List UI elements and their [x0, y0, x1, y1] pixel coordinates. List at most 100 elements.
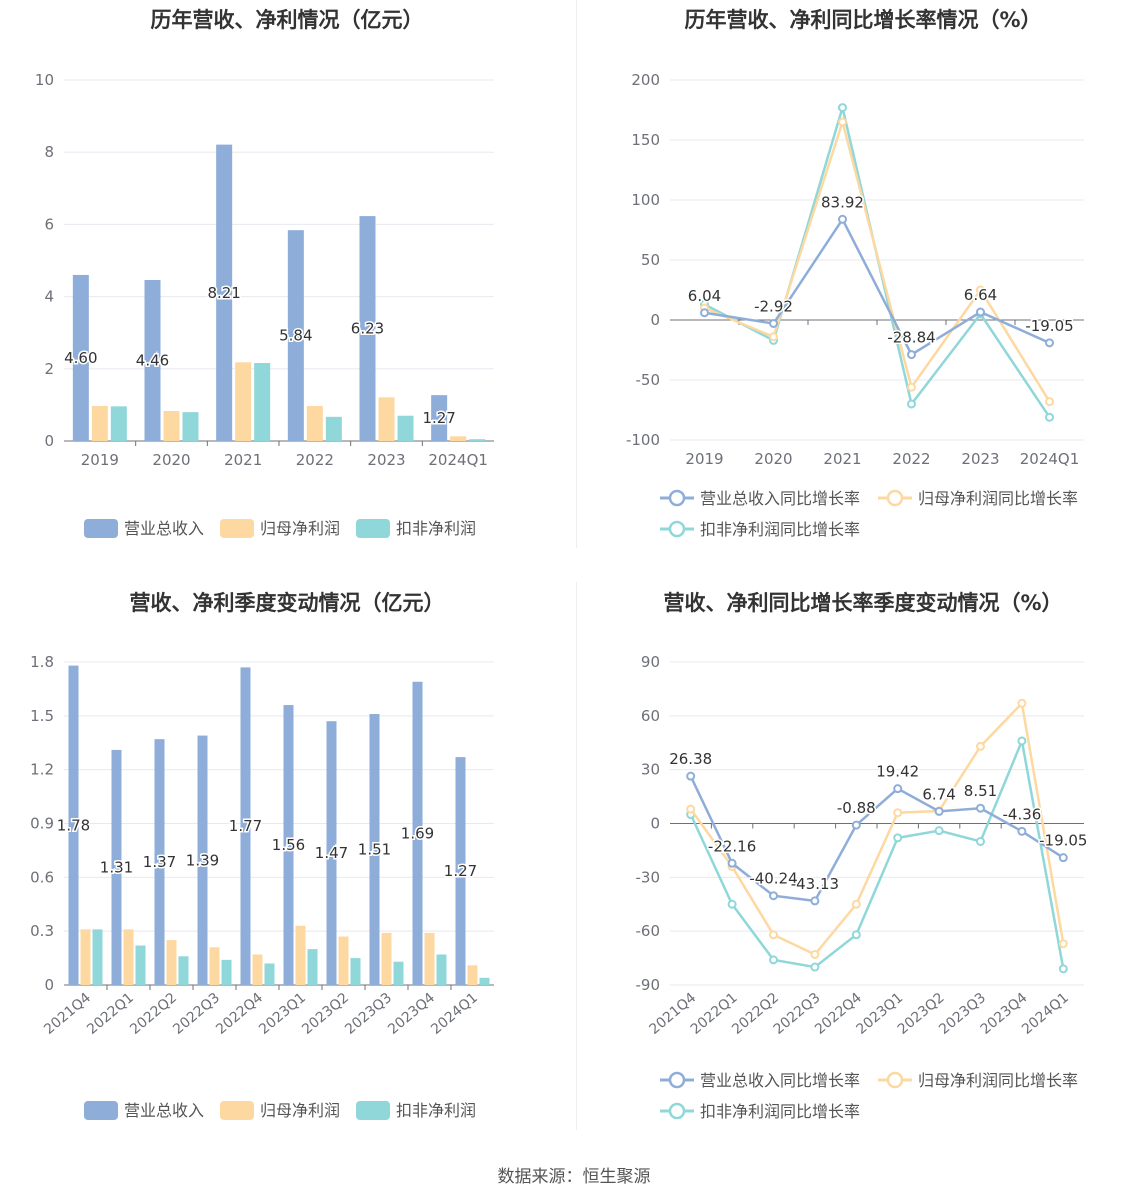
bar — [111, 749, 122, 985]
bar — [381, 932, 392, 985]
data-label: -19.05 — [1025, 317, 1073, 335]
line-point — [851, 899, 861, 909]
data-label: 6.64 — [964, 286, 997, 304]
data-label: 1.69 — [401, 824, 434, 842]
bar — [92, 929, 103, 985]
data-label: -28.84 — [887, 329, 935, 347]
y-tick-label: 200 — [631, 71, 660, 89]
line-point — [976, 285, 985, 295]
line-point — [893, 833, 903, 843]
bar — [209, 947, 220, 985]
data-label: 1.47 — [315, 844, 348, 862]
bar — [467, 965, 478, 985]
bar — [455, 757, 466, 985]
y-tick-label: 2 — [44, 360, 54, 378]
line-point — [851, 930, 861, 940]
y-tick-label: -90 — [636, 976, 661, 994]
bar — [144, 279, 161, 441]
legend-swatch — [220, 1101, 254, 1120]
legend-label: 归母净利润同比增长率 — [918, 1071, 1078, 1090]
panel-divider-bottom — [576, 582, 577, 1130]
bar — [123, 929, 134, 985]
legend-swatch — [356, 519, 390, 538]
y-tick-label: 0.9 — [30, 815, 54, 833]
y-tick-label: 90 — [641, 653, 660, 671]
line-point — [976, 741, 985, 751]
legend-label: 营业总收入同比增长率 — [700, 489, 860, 508]
bar — [197, 735, 208, 985]
line-point — [1058, 964, 1068, 974]
legend-label: 归母净利润同比增长率 — [918, 489, 1078, 508]
line-point — [907, 399, 916, 409]
data-label: 1.31 — [100, 858, 133, 876]
legend-swatch-marker — [886, 1071, 904, 1089]
bar — [235, 362, 252, 441]
x-tick-label: 2022Q2 — [127, 990, 180, 1038]
bar — [306, 405, 323, 441]
bar — [412, 681, 423, 985]
y-tick-label: 1.2 — [30, 761, 54, 779]
y-tick-label: 0 — [44, 432, 54, 450]
chart-title: 营收、净利季度变动情况（亿元） — [129, 591, 445, 615]
line-point — [769, 891, 778, 901]
data-label: 1.51 — [358, 841, 391, 859]
series-line — [703, 102, 1051, 418]
legend-swatch-marker — [668, 1102, 686, 1120]
series-line — [689, 736, 1065, 970]
line-point — [686, 771, 696, 781]
annual-growth-chart: 历年营收、净利同比增长率情况（%） -100 -50 0 50 100 150 200 201… — [578, 0, 1148, 560]
data-label: 1.27 — [422, 409, 455, 427]
x-tick-label: 2022Q3 — [170, 990, 223, 1038]
line-point — [838, 103, 847, 113]
bar — [359, 216, 376, 441]
legend-swatch — [84, 519, 118, 538]
line-point — [838, 214, 847, 224]
line-point — [1045, 412, 1054, 422]
line-point — [907, 382, 916, 392]
line-point — [700, 308, 709, 318]
data-source-note: 数据来源：恒生聚源 — [497, 1167, 651, 1187]
x-tick-label: 2024Q1 — [428, 990, 481, 1038]
line-point — [769, 955, 778, 965]
x-tick-label: 2023 — [961, 450, 999, 468]
x-tick-label: 2023Q4 — [385, 990, 438, 1038]
line-point — [810, 949, 820, 959]
y-tick-label: 4 — [44, 288, 54, 306]
legend-swatch-marker — [668, 489, 686, 507]
y-tick-label: -100 — [626, 431, 660, 449]
x-tick-label: 2019 — [81, 451, 119, 469]
line-point — [727, 899, 737, 909]
bar — [110, 406, 127, 441]
legend-swatch-marker — [668, 1071, 686, 1089]
y-tick-label: 1.5 — [30, 707, 54, 725]
legend-swatch-marker — [668, 520, 686, 538]
y-tick-label: 0 — [650, 815, 660, 833]
y-tick-label: -30 — [636, 868, 661, 886]
bar — [378, 397, 395, 441]
panel-divider-top — [576, 0, 577, 548]
bar — [68, 665, 79, 985]
legend-label: 扣非净利润同比增长率 — [700, 520, 860, 539]
line-point — [934, 826, 944, 836]
data-label: -22.16 — [708, 837, 756, 855]
line-point — [1058, 939, 1068, 949]
line-point — [769, 332, 778, 342]
line-point — [810, 962, 820, 972]
data-label: 5.84 — [279, 327, 312, 345]
line-point — [976, 836, 985, 846]
line-point — [893, 784, 903, 794]
annual-amount-chart: 历年营收、净利情况（亿元） 0 2 4 6 8 10 2019 2020 2021 2022 202… — [0, 0, 574, 560]
data-label: 1.56 — [272, 836, 305, 854]
line-point — [976, 307, 985, 317]
y-tick-label: 6 — [44, 215, 54, 233]
quarterly-growth-plot: -90-60-3003060902021Q42022Q12022Q22022Q3… — [636, 653, 1089, 1121]
y-tick-label: -50 — [636, 371, 661, 389]
data-label: 6.04 — [688, 287, 721, 305]
y-tick-label: 0.6 — [30, 868, 54, 886]
x-tick-label: 2024Q1 — [428, 451, 488, 469]
bar — [393, 961, 404, 985]
quarterly-growth-chart: 营收、净利同比增长率季度变动情况（%） -90 -60 -30 0 30 60 90 2021… — [578, 582, 1148, 1142]
bar — [221, 959, 232, 985]
x-tick-label: 2021 — [823, 450, 861, 468]
bar — [350, 958, 361, 985]
